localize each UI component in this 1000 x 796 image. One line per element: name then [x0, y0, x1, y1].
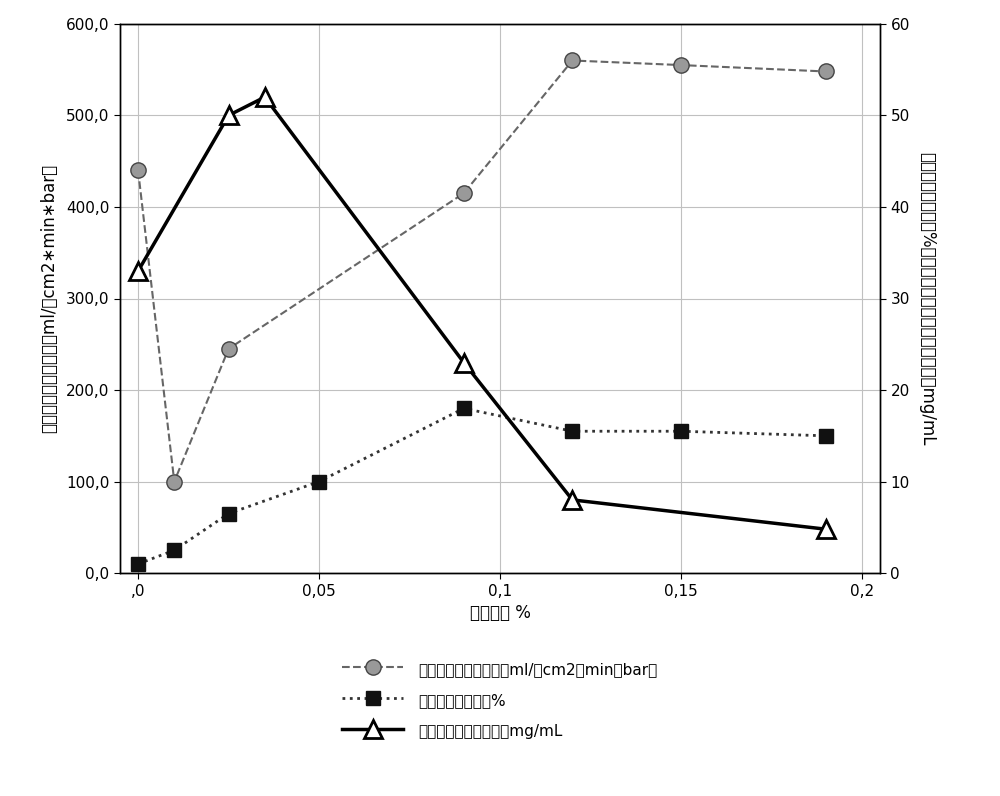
X-axis label: 交联程度 %: 交联程度 %: [470, 604, 530, 622]
Y-axis label: 对反渗透水的透过性，ml/（cm2∗min∗bar）: 对反渗透水的透过性，ml/（cm2∗min∗bar）: [40, 164, 58, 433]
Legend: 对反渗透水的透过性，ml/（cm2＊min＊bar）, 硫酸化程度，重量%, 对溶菌酶的结合能力，mg/mL: 对反渗透水的透过性，ml/（cm2＊min＊bar）, 硫酸化程度，重量%, 对…: [335, 652, 665, 747]
Y-axis label: 硫酸化程度（重量%）和对溶菌酶的动态结合能力，mg/mL: 硫酸化程度（重量%）和对溶菌酶的动态结合能力，mg/mL: [918, 152, 936, 445]
